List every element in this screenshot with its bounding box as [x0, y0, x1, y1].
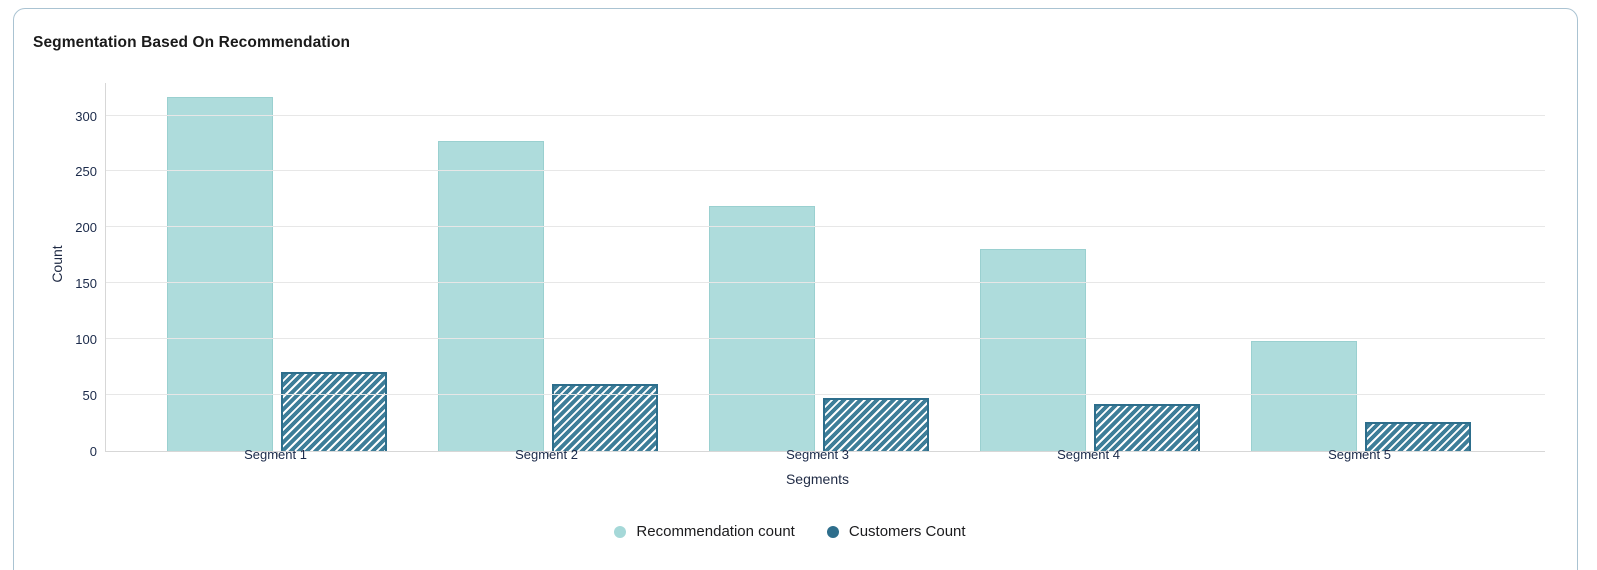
x-axis-labels: Segment 1 Segment 2 Segment 3 Segment 4 Segm…	[140, 447, 1495, 462]
legend-item-recommendation-count[interactable]: Recommendation count	[614, 523, 795, 540]
gridline-y-150	[106, 282, 1545, 284]
y-axis-title: Count	[49, 245, 65, 283]
y-tick-label-150: 150	[75, 276, 97, 292]
bar-customers-count-segment-1[interactable]	[280, 371, 387, 451]
gridline-y-250	[106, 170, 1545, 172]
bars-row	[141, 83, 1496, 451]
x-tick-label-5: Segment 5	[1328, 447, 1391, 462]
bar-customers-count-segment-5[interactable]	[1364, 421, 1471, 451]
y-tick-label-200: 200	[75, 220, 97, 236]
legend-item-customers-count[interactable]: Customers Count	[826, 523, 966, 540]
bar-recommendation-count-segment-4[interactable]	[979, 248, 1086, 451]
legend-swatch-icon	[614, 525, 627, 538]
x-axis-tick-4	[1089, 452, 1091, 457]
bar-recommendation-count-segment-1[interactable]	[166, 96, 273, 451]
legend-label: Customers Count	[848, 523, 966, 540]
category-group-3	[683, 83, 954, 451]
x-tick-label-1: Segment 1	[244, 447, 307, 462]
bar-recommendation-count-segment-5[interactable]	[1250, 341, 1357, 451]
legend-swatch-icon	[826, 525, 839, 538]
bar-customers-count-segment-3[interactable]	[822, 398, 929, 451]
x-tick-label-3: Segment 3	[786, 447, 849, 462]
y-tick-label-0: 0	[89, 444, 97, 459]
gridline-y-200	[106, 226, 1545, 228]
bar-recommendation-count-segment-2[interactable]	[437, 141, 544, 451]
category-group-5	[1225, 83, 1496, 451]
gridline-y-100	[106, 338, 1545, 340]
y-tick-label-50: 50	[82, 388, 97, 404]
legend-label: Recommendation count	[636, 523, 795, 540]
category-group-2	[412, 83, 683, 451]
y-tick-label-100: 100	[75, 332, 97, 348]
chart-legend: Recommendation count Customers Count	[0, 523, 1580, 540]
x-axis-tick-2	[547, 452, 549, 457]
bar-customers-count-segment-2[interactable]	[551, 383, 658, 451]
x-axis-tick-5	[1360, 452, 1362, 457]
x-axis-tick-3	[818, 452, 820, 457]
plot-area	[105, 83, 1545, 457]
y-tick-label-250: 250	[75, 164, 97, 180]
y-tick-label-300: 300	[75, 108, 97, 124]
x-tick-label-4: Segment 4	[1057, 447, 1120, 462]
category-group-4	[954, 83, 1225, 451]
category-group-1	[141, 83, 412, 451]
x-axis-title: Segments	[785, 471, 850, 487]
gridline-y-50	[106, 394, 1545, 396]
bar-recommendation-count-segment-3[interactable]	[708, 206, 815, 451]
x-tick-label-2: Segment 2	[515, 447, 578, 462]
x-axis-tick-1	[276, 452, 278, 457]
gridline-y-300	[106, 114, 1545, 116]
chart-title: Segmentation Based On Recommendation	[33, 34, 351, 51]
bar-customers-count-segment-4[interactable]	[1093, 404, 1200, 451]
